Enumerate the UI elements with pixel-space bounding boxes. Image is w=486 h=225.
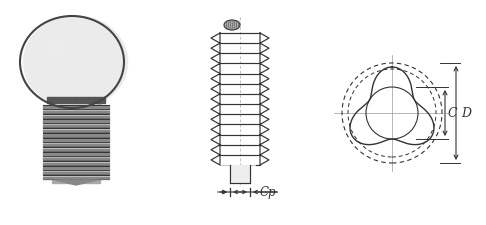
Polygon shape [43,133,109,135]
Ellipse shape [68,59,77,67]
Polygon shape [43,161,109,163]
Polygon shape [43,152,109,153]
Ellipse shape [56,47,90,78]
Polygon shape [55,180,97,185]
Polygon shape [43,135,109,137]
Polygon shape [43,177,109,179]
Polygon shape [43,140,109,142]
Ellipse shape [64,55,81,70]
Ellipse shape [24,17,128,108]
Polygon shape [43,157,109,158]
Polygon shape [43,110,109,112]
Polygon shape [43,126,109,128]
Polygon shape [47,98,105,104]
Ellipse shape [224,21,240,31]
Ellipse shape [44,36,104,89]
Polygon shape [43,105,109,107]
Polygon shape [43,112,109,114]
Polygon shape [43,124,109,126]
Polygon shape [43,147,109,149]
Ellipse shape [60,51,86,74]
Polygon shape [52,101,100,183]
Text: D: D [461,107,471,120]
Ellipse shape [52,44,95,82]
Polygon shape [43,119,109,121]
Polygon shape [43,175,109,177]
Polygon shape [43,121,109,123]
Ellipse shape [32,25,118,101]
Polygon shape [43,138,109,140]
Polygon shape [43,128,109,130]
Text: C: C [448,107,458,120]
Polygon shape [43,144,109,146]
Text: Cp: Cp [260,186,277,199]
Ellipse shape [46,42,64,54]
Ellipse shape [35,28,114,97]
Polygon shape [43,153,109,156]
Ellipse shape [28,21,123,105]
Polygon shape [43,172,109,175]
Polygon shape [43,143,109,144]
Polygon shape [43,107,109,109]
Polygon shape [43,171,109,172]
Polygon shape [43,149,109,151]
Polygon shape [43,168,109,170]
Polygon shape [43,163,109,165]
Polygon shape [43,115,109,116]
Polygon shape [43,166,109,168]
Polygon shape [43,158,109,160]
Ellipse shape [40,32,109,93]
Polygon shape [230,165,250,183]
Polygon shape [43,116,109,119]
Ellipse shape [48,40,100,86]
Polygon shape [43,130,109,133]
